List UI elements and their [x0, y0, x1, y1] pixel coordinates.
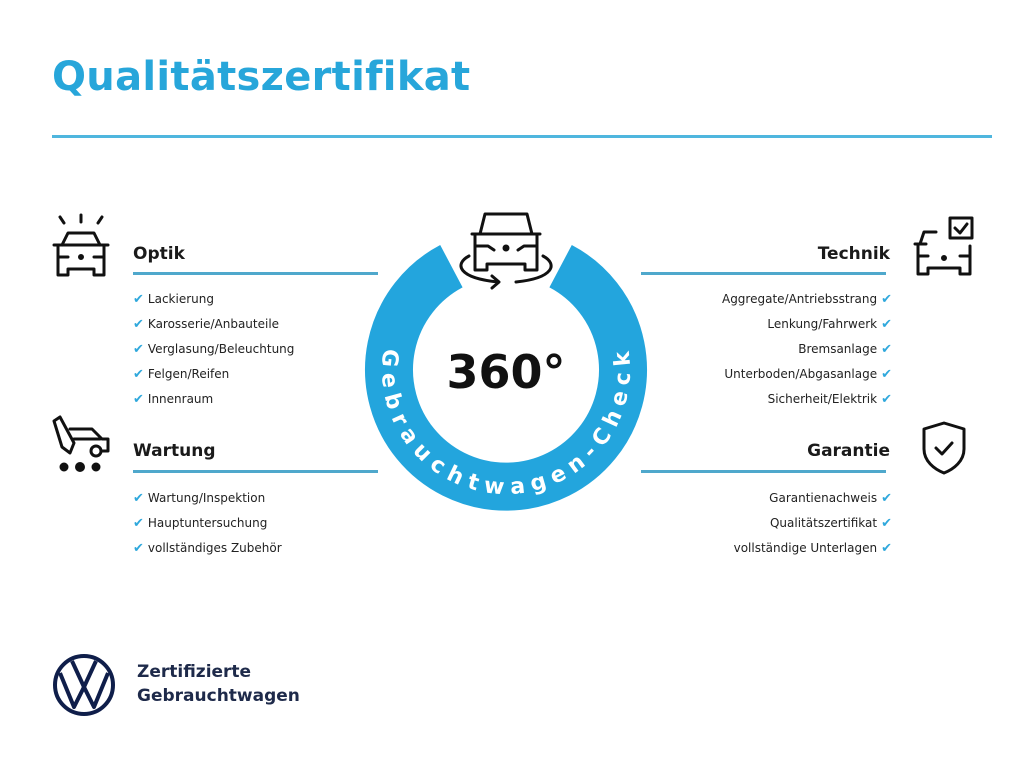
check-icon: ✔	[133, 516, 144, 531]
brand-line-1: Zertifizierte	[137, 662, 252, 682]
vw-logo	[52, 653, 116, 721]
checklist-technik: Aggregate/Antriebsstrang ✔ Lenkung/Fahrwe…	[722, 287, 892, 412]
list-item: ✔ Wartung/Inspektion	[133, 486, 282, 511]
check-icon: ✔	[881, 342, 892, 357]
check-icon: ✔	[881, 516, 892, 531]
item-label: Hauptuntersuchung	[147, 516, 268, 530]
list-item: Aggregate/Antriebsstrang ✔	[722, 287, 892, 312]
section-divider-garantie	[641, 470, 886, 473]
section-heading-optik: Optik	[133, 244, 185, 264]
section-divider-optik	[133, 272, 378, 275]
list-item: Garantienachweis ✔	[734, 486, 892, 511]
check-icon: ✔	[133, 392, 144, 407]
item-label: Wartung/Inspektion	[147, 491, 266, 505]
item-label: Sicherheit/Elektrik	[767, 392, 878, 406]
check-icon: ✔	[133, 541, 144, 556]
list-item: ✔ Karosserie/Anbauteile	[133, 312, 294, 337]
item-label: Bremsanlage	[798, 342, 878, 356]
check-icon: ✔	[133, 491, 144, 506]
list-item: ✔ Hauptuntersuchung	[133, 511, 282, 536]
check-icon: ✔	[133, 367, 144, 382]
item-label: Garantienachweis	[769, 491, 878, 505]
car-lights-icon	[50, 213, 112, 279]
brand-line-2: Gebrauchtwagen	[137, 686, 300, 706]
check-icon: ✔	[881, 491, 892, 506]
item-label: vollständige Unterlagen	[733, 541, 878, 555]
list-item: Sicherheit/Elektrik ✔	[722, 387, 892, 412]
item-label: vollständiges Zubehör	[147, 541, 282, 555]
list-item: ✔ Felgen/Reifen	[133, 362, 294, 387]
brand-text: Zertifizierte Gebrauchtwagen	[137, 660, 300, 708]
list-item: ✔ Innenraum	[133, 387, 294, 412]
item-label: Lenkung/Fahrwerk	[767, 317, 878, 331]
service-car-icon	[50, 415, 114, 475]
section-divider-wartung	[133, 470, 378, 473]
check-icon: ✔	[133, 292, 144, 307]
item-label: Unterboden/Abgasanlage	[724, 367, 878, 381]
section-heading-wartung: Wartung	[133, 441, 216, 461]
badge-number: 360°	[446, 345, 565, 399]
item-label: Karosserie/Anbauteile	[147, 317, 280, 331]
list-item: ✔ vollständiges Zubehör	[133, 536, 282, 561]
item-label: Lackierung	[147, 292, 214, 306]
check-badge: 360° Gebrauchtwagen-Check	[365, 200, 656, 524]
item-label: Aggregate/Antriebsstrang	[721, 292, 878, 306]
section-heading-technik: Technik	[817, 244, 890, 264]
check-icon: ✔	[881, 541, 892, 556]
badge-ring	[365, 245, 647, 511]
title-divider	[52, 135, 992, 138]
item-label: Innenraum	[147, 392, 214, 406]
list-item: ✔ Lackierung	[133, 287, 294, 312]
check-icon: ✔	[133, 317, 144, 332]
section-divider-technik	[641, 272, 886, 275]
shield-check-icon	[920, 421, 968, 475]
list-item: Bremsanlage ✔	[722, 337, 892, 362]
check-icon: ✔	[881, 292, 892, 307]
item-label: Qualitätszertifikat	[769, 516, 878, 530]
section-heading-garantie: Garantie	[807, 441, 890, 461]
list-item: Unterboden/Abgasanlage ✔	[722, 362, 892, 387]
car-rotate-icon	[459, 212, 553, 290]
item-label: Felgen/Reifen	[147, 367, 230, 381]
checklist-garantie: Garantienachweis ✔ Qualitätszertifikat ✔ v…	[734, 486, 892, 561]
checklist-wartung: ✔ Wartung/Inspektion ✔ Hauptuntersuchung ✔…	[133, 486, 282, 561]
list-item: Lenkung/Fahrwerk ✔	[722, 312, 892, 337]
car-checklist-icon	[912, 214, 976, 278]
list-item: vollständige Unterlagen ✔	[734, 536, 892, 561]
item-label: Verglasung/Beleuchtung	[147, 342, 295, 356]
list-item: Qualitätszertifikat ✔	[734, 511, 892, 536]
check-icon: ✔	[133, 342, 144, 357]
checklist-optik: ✔ Lackierung ✔ Karosserie/Anbauteile ✔ Verg…	[133, 287, 294, 412]
check-icon: ✔	[881, 317, 892, 332]
page-title: Qualitätszertifikat	[52, 54, 471, 100]
check-icon: ✔	[881, 367, 892, 382]
check-icon: ✔	[881, 392, 892, 407]
list-item: ✔ Verglasung/Beleuchtung	[133, 337, 294, 362]
